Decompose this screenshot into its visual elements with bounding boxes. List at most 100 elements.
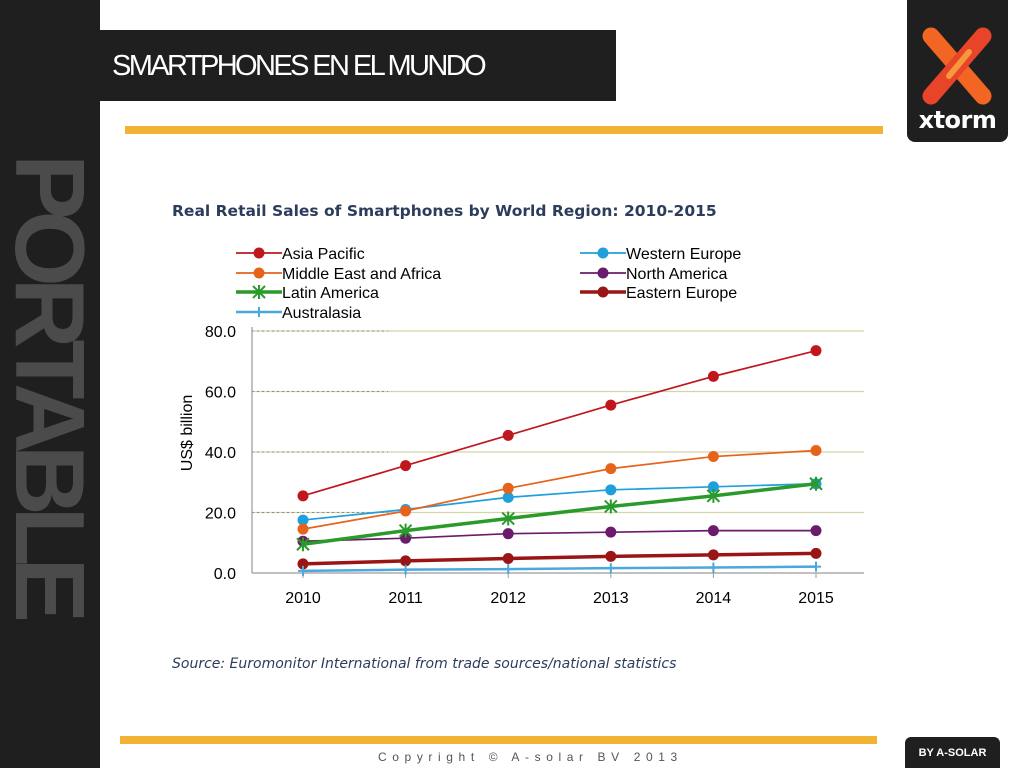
data-point: [810, 547, 822, 559]
data-point: [707, 525, 719, 537]
y-axis-ticks: 0.0 20.0 40.0 60.0 80.0: [205, 324, 236, 583]
legend-item: Asia Pacific: [236, 246, 365, 263]
x-logo-icon: [922, 27, 992, 105]
legend-item: Australasia: [236, 305, 361, 322]
data-point: [708, 562, 719, 573]
y-tick-label: 80.0: [205, 324, 236, 341]
legend-marker: [597, 267, 609, 279]
data-point: [400, 555, 412, 567]
legend-marker: [253, 267, 265, 279]
y-tick-label: 20.0: [205, 506, 236, 523]
x-tick-label: 2013: [593, 590, 629, 607]
series-australasia: [298, 561, 821, 576]
data-point: [298, 565, 308, 576]
legend-marker: [597, 247, 609, 259]
title-bar: SMARTPHONES EN EL MUNDO: [100, 30, 616, 101]
sidebar: PORTABLE: [0, 0, 100, 768]
data-point: [707, 549, 719, 561]
data-point: [400, 505, 412, 517]
series-line: [302, 529, 816, 543]
series-line: [302, 449, 817, 530]
legend-item: Eastern Europe: [580, 285, 737, 302]
series-eastern-europe: [297, 547, 822, 570]
data-point: [502, 552, 514, 564]
data-point: [810, 444, 822, 456]
y-tick-label: 0.0: [214, 566, 236, 583]
data-point: [810, 345, 822, 357]
legend-item: Latin America: [236, 285, 379, 302]
data-point: [605, 484, 617, 496]
top-divider: [125, 126, 883, 134]
logo-text: xtorm: [918, 106, 997, 134]
data-point: [604, 499, 618, 514]
data-point: [501, 511, 515, 526]
legend-label: Western Europe: [626, 246, 741, 263]
data-point: [400, 532, 412, 544]
legend-item: Western Europe: [580, 246, 741, 263]
series-asia-pacific: [297, 345, 822, 502]
y-tick-label: 60.0: [205, 385, 236, 402]
data-point: [400, 460, 412, 472]
data-point: [605, 563, 616, 574]
x-axis-ticks: 2010 2011 2012 2013 2014 2015: [285, 573, 834, 607]
data-point: [297, 490, 309, 502]
legend-marker: [254, 307, 264, 317]
legend-label: Eastern Europe: [626, 285, 737, 302]
line-chart: Real Retail Sales of Smartphones by Worl…: [172, 202, 864, 672]
chart-source: Source: Euromonitor International from t…: [172, 656, 676, 672]
legend-item: Middle East and Africa: [236, 266, 441, 283]
legend-item: North America: [580, 266, 727, 283]
legend-label: Middle East and Africa: [282, 266, 441, 283]
series-latin-america: [296, 476, 823, 552]
data-point: [605, 399, 617, 411]
data-point: [502, 491, 514, 503]
data-point: [809, 476, 823, 491]
legend-label: North America: [626, 266, 727, 283]
data-point: [707, 370, 719, 382]
logo: xtorm: [907, 0, 1008, 142]
bottom-divider: [120, 736, 877, 744]
x-tick-label: 2010: [285, 590, 321, 607]
data-point: [810, 525, 822, 537]
data-point: [398, 523, 413, 538]
legend-label: Australasia: [282, 305, 361, 322]
data-point: [707, 451, 719, 463]
series-line: [302, 482, 817, 521]
data-point: [605, 550, 617, 562]
x-tick-label: 2015: [798, 590, 834, 607]
data-point: [605, 463, 617, 475]
data-point: [605, 526, 617, 538]
legend-label: Latin America: [282, 285, 379, 302]
x-tick-label: 2012: [490, 590, 526, 607]
data-point: [811, 561, 821, 572]
sidebar-vertical-word: PORTABLE: [0, 154, 100, 614]
data-point: [706, 488, 721, 503]
data-point: [502, 429, 514, 441]
series-line: [302, 349, 817, 497]
data-point: [707, 481, 719, 493]
copyright-text: Copyright © A-solar BV 2013: [378, 750, 683, 764]
series-line: [302, 482, 817, 546]
data-point: [296, 537, 310, 552]
x-tick-label: 2014: [696, 590, 732, 607]
data-point: [502, 482, 514, 494]
series-middle-east-and-africa: [297, 444, 822, 535]
chart-series: [296, 345, 823, 576]
legend-marker: [252, 285, 266, 299]
data-point: [503, 564, 514, 575]
data-point: [297, 523, 309, 535]
data-point: [297, 514, 309, 526]
page-title: SMARTPHONES EN EL MUNDO: [112, 50, 487, 82]
series-western-europe: [297, 478, 822, 526]
data-point: [502, 528, 514, 540]
legend-marker: [253, 247, 265, 259]
chart-axes: [251, 327, 864, 574]
legend-marker: [597, 286, 609, 298]
series-line: [302, 551, 817, 566]
brand-badge: BY A-SOLAR: [905, 737, 1000, 768]
legend-label: Asia Pacific: [282, 246, 365, 263]
data-point: [400, 564, 411, 575]
chart-legend: Asia Pacific Western Europe Middle East an…: [236, 246, 741, 322]
data-point: [297, 558, 309, 570]
x-tick-label: 2011: [388, 590, 423, 607]
